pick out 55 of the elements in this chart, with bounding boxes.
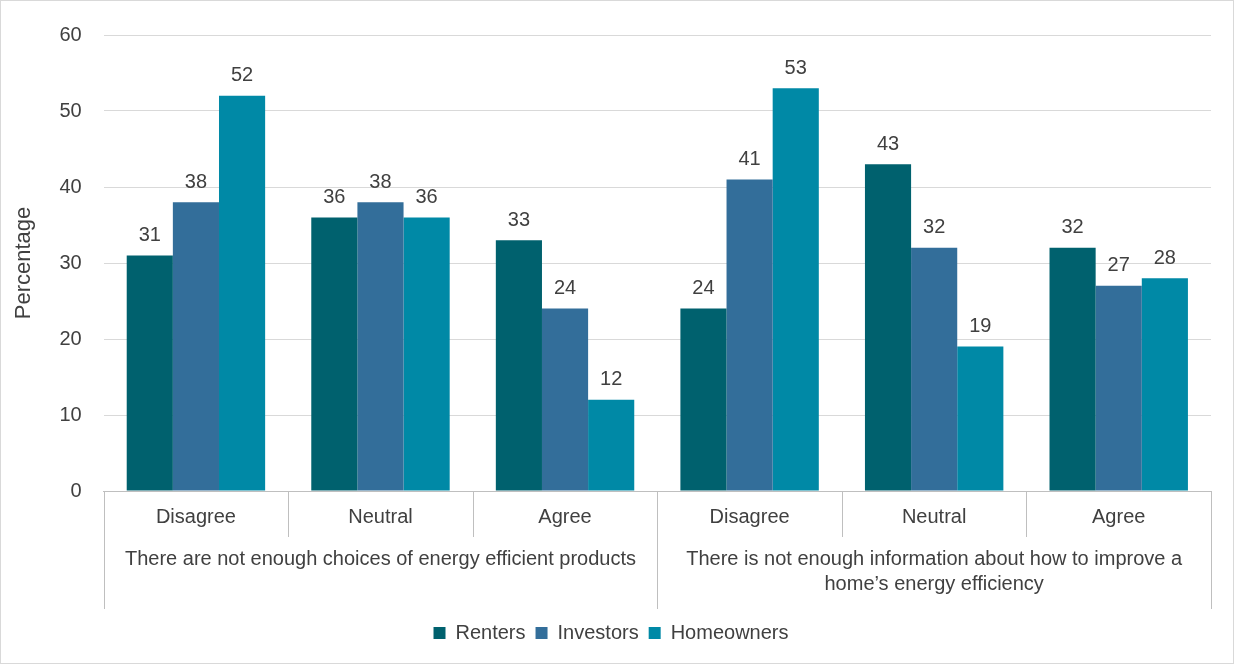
text: There are not enough choices of energy efficient products xyxy=(124,546,637,569)
x-tick-label: Disagree xyxy=(155,504,236,527)
data-label: 24 xyxy=(553,276,577,299)
data-label: 31 xyxy=(138,222,161,245)
data-label: 27 xyxy=(1107,253,1130,276)
data-label: 33 xyxy=(507,207,531,230)
y-tick-label: 60 xyxy=(59,22,82,45)
y-tick-label: 0 xyxy=(70,478,82,501)
bar xyxy=(219,95,266,491)
data-label: 52 xyxy=(230,63,254,86)
data-label: 53 xyxy=(784,55,807,78)
bar xyxy=(772,88,819,491)
bar xyxy=(911,247,958,491)
data-label: 28 xyxy=(1153,245,1176,268)
x-tick-label: Agree xyxy=(1092,504,1146,527)
bar xyxy=(172,202,219,491)
legend-label: Investors xyxy=(557,620,639,643)
y-axis-title: Percentage xyxy=(10,206,36,320)
legend-label: Renters xyxy=(455,620,526,643)
x-tick-label: Disagree xyxy=(709,504,790,527)
bar xyxy=(311,217,358,491)
data-label: 32 xyxy=(1061,215,1084,238)
data-label: 38 xyxy=(184,169,208,192)
data-label: 36 xyxy=(415,184,438,207)
bar xyxy=(1049,247,1096,491)
data-label: 24 xyxy=(692,276,715,299)
data-label: 32 xyxy=(923,215,946,238)
x-tick-label: Neutral xyxy=(901,504,967,527)
data-label: 38 xyxy=(369,169,392,192)
bar xyxy=(126,255,173,491)
data-label: 12 xyxy=(600,367,623,390)
x-tick-label: Agree xyxy=(538,504,592,527)
text: There is not enough information about how to improve a home’s energy efficiency xyxy=(686,546,1183,594)
y-tick-label: 20 xyxy=(59,326,82,349)
bar xyxy=(357,202,404,491)
bar xyxy=(403,217,450,491)
data-label: 43 xyxy=(876,131,900,154)
y-tick-label: 40 xyxy=(59,174,82,197)
bar xyxy=(495,240,542,491)
bar xyxy=(864,164,912,491)
data-label: 41 xyxy=(738,146,761,169)
bar xyxy=(1141,278,1188,491)
y-tick-label: 10 xyxy=(59,402,82,425)
bar xyxy=(541,308,589,491)
y-tick-label: 30 xyxy=(59,250,82,273)
bar xyxy=(588,399,635,491)
bar xyxy=(1095,285,1142,491)
bar xyxy=(726,179,773,491)
legend-label: Homeowners xyxy=(670,620,789,643)
bar xyxy=(957,346,1004,491)
x-tick-label: Neutral xyxy=(348,504,413,527)
data-label: 19 xyxy=(969,314,992,337)
data-label: 36 xyxy=(323,184,346,207)
bar xyxy=(680,308,727,491)
y-tick-label: 50 xyxy=(59,98,82,121)
